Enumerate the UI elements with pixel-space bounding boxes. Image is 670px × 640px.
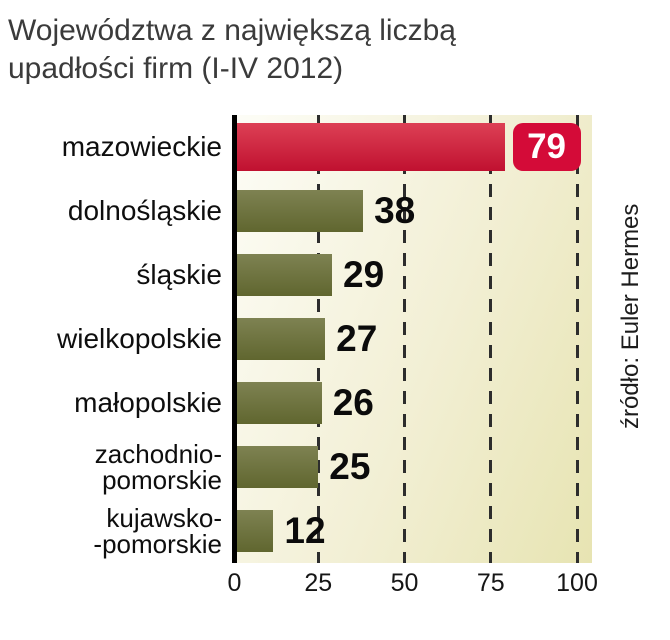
bar-row: 79 <box>232 115 592 179</box>
gridline <box>403 114 406 563</box>
x-tick-label: 0 <box>227 568 242 597</box>
x-axis: 0 25 50 75 100 <box>228 563 598 599</box>
bar-row: 25 <box>232 435 592 499</box>
value-label: 12 <box>284 509 326 551</box>
bar-row: 29 <box>232 243 592 307</box>
bar-highlight <box>237 122 505 171</box>
bar <box>237 189 364 232</box>
bar <box>237 253 333 296</box>
category-labels: mazowieckie dolnośląskie śląskie wielkopols… <box>0 115 232 563</box>
value-label: 38 <box>374 189 416 231</box>
category-label: śląskie <box>136 258 222 290</box>
category-label: wielkopolskie <box>57 322 222 354</box>
plot-area: 79 38 29 27 26 25 12 <box>232 114 592 563</box>
value-label: 25 <box>329 445 371 487</box>
bar-chart: mazowieckie dolnośląskie śląskie wielkopols… <box>0 114 670 563</box>
category-label: dolnośląskie <box>67 194 222 226</box>
x-tick-label: 75 <box>476 568 505 597</box>
category-label: kujawsko- -pomorskie <box>93 502 222 559</box>
value-label: 27 <box>336 317 378 359</box>
y-axis-line <box>232 114 237 563</box>
x-tick-label: 100 <box>556 568 598 597</box>
bar-row: 38 <box>232 179 592 243</box>
value-badge: 79 <box>512 122 581 171</box>
bar-row: 27 <box>232 307 592 371</box>
gridline <box>575 114 579 563</box>
value-label: 26 <box>332 381 374 423</box>
bar <box>237 317 326 360</box>
value-label: 29 <box>343 253 385 295</box>
bar <box>237 381 322 424</box>
bar <box>237 445 319 488</box>
bar-row: 26 <box>232 371 592 435</box>
bar <box>237 509 274 552</box>
x-tick-label: 25 <box>304 568 333 597</box>
category-label: mazowieckie <box>61 130 222 162</box>
chart-title: Województwa z największą liczbą upadłośc… <box>8 14 456 86</box>
category-label: zachodnio- pomorskie <box>94 438 222 495</box>
gridline <box>489 114 493 563</box>
x-tick-label: 50 <box>390 568 419 597</box>
source-label: źródło: Euler Hermes <box>617 203 644 429</box>
category-label: małopolskie <box>74 386 222 418</box>
bar-row: 12 <box>232 499 592 563</box>
